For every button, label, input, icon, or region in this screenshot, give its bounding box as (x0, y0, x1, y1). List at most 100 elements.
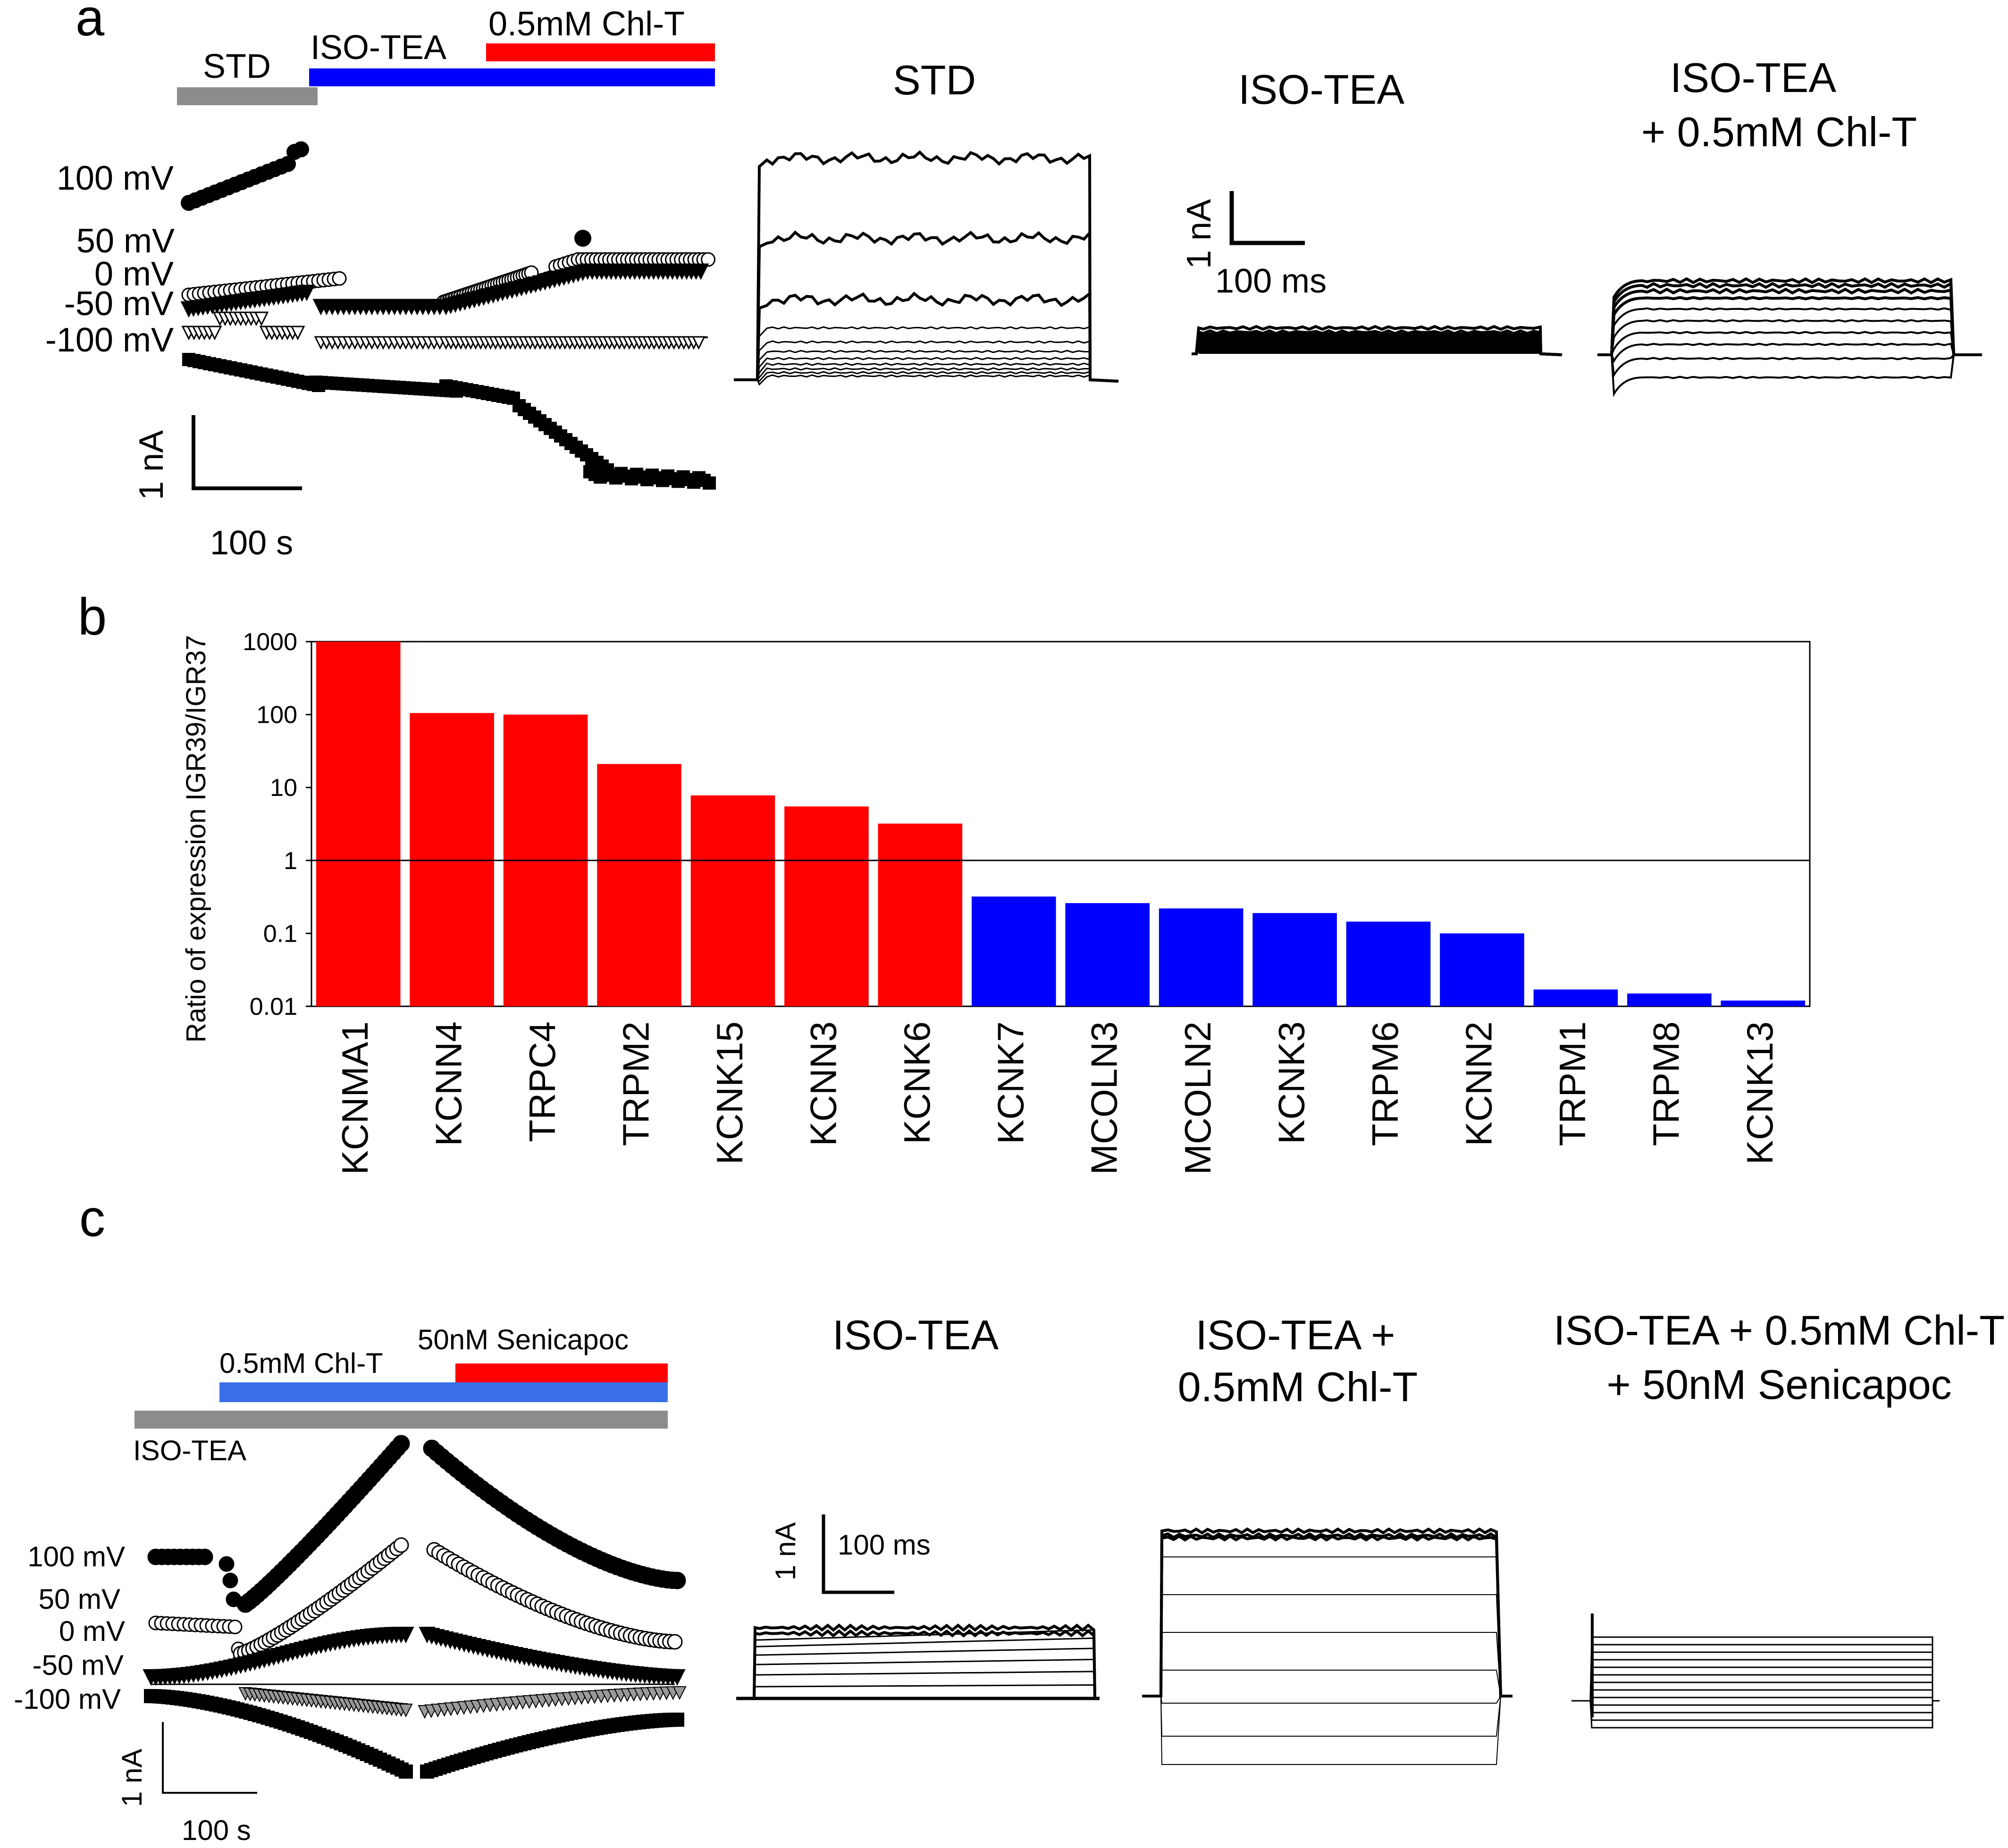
trace-iso-chl (1597, 296, 1982, 356)
marker-a-m50mv (692, 336, 706, 350)
marker-c-100mv (222, 1572, 238, 1589)
ytick-label: 10 (270, 774, 297, 802)
panel-label-c: c (79, 1189, 105, 1247)
trace-c-iso-chl-sen (1571, 1666, 1940, 1702)
marker-c-100mv (668, 1572, 686, 1589)
title-c-iso-chl-2: 0.5mM Chl-T (1178, 1363, 1418, 1410)
scale-c-trace-current: 1 nA (770, 1522, 801, 1580)
trace-c-iso-chl (1142, 1696, 1512, 1704)
panel-c-trace-lines (736, 1527, 1940, 1765)
xtick-label-kcnn2: KCNN2 (1458, 1021, 1499, 1146)
marker-a-current (703, 476, 716, 490)
trace-iso-chl (1597, 343, 1982, 363)
xtick-label-kcnn4: KCNN4 (428, 1021, 470, 1146)
ytick-label: 0.01 (250, 993, 297, 1020)
marker-c-m100mv (399, 1704, 413, 1718)
trace-c-iso-tea (736, 1671, 1100, 1699)
bar-c-iso-tea (134, 1411, 668, 1429)
xtick-label-kcnk7: KCNK7 (990, 1021, 1031, 1144)
title-a-std: STD (893, 57, 976, 103)
marker-c-50mv (667, 1634, 683, 1650)
trace-iso-chl (1597, 307, 1982, 356)
trace-c-iso-chl-sen (1571, 1700, 1940, 1721)
bar-kcnma1 (316, 642, 401, 1006)
title-c-iso-chl-sen-1: ISO-TEA + 0.5mM Chl-T (1554, 1307, 2005, 1354)
trace-std (734, 362, 1119, 382)
bar-kcnk13 (1721, 1000, 1806, 1006)
volt-label-a-m50: -50 mV (64, 285, 174, 323)
bar-kcnn3 (784, 806, 869, 1006)
ytick-label: 100 (256, 702, 297, 729)
trace-iso-chl (1597, 287, 1982, 356)
scale-a-trace-time: 100 ms (1215, 262, 1327, 300)
label-a-chl-t: 0.5mM Chl-T (488, 5, 685, 43)
panel-a-trace-lines (734, 150, 1982, 397)
trace-iso-chl (1597, 354, 1982, 378)
trace-std (734, 371, 1119, 383)
marker-c-m100mv (672, 1686, 687, 1700)
marker-c-100mv (218, 1556, 235, 1572)
scalebar-c-traces (822, 1514, 894, 1594)
bar-kcnk6 (878, 823, 963, 1006)
xtick-label-trpm8: TRPM8 (1645, 1021, 1687, 1146)
trace-c-iso-tea (736, 1623, 1100, 1700)
trace-c-iso-tea (736, 1637, 1100, 1699)
trace-c-iso-tea (736, 1684, 1100, 1699)
trace-std (734, 374, 1119, 386)
bar-c-chl-t (219, 1382, 668, 1402)
scalebar-a (192, 415, 302, 490)
bar-a-chl-t (486, 43, 715, 61)
trace-c-iso-chl (1142, 1696, 1512, 1737)
trace-c-iso-chl (1142, 1534, 1512, 1697)
marker-a-m50mv (298, 284, 315, 301)
bar-a-std (177, 87, 318, 105)
marker-c-m50mv (397, 1627, 414, 1644)
trace-c-iso-tea (736, 1629, 1100, 1700)
chart-b-xlabels: KCNMA1 KCNN4 TRPC4 TRPM2 KCNK15 KCNN3 KCNK6 KCN… (334, 1021, 1781, 1175)
trace-c-iso-chl (1142, 1696, 1512, 1765)
title-c-iso-chl-1: ISO-TEA + (1195, 1312, 1395, 1358)
chart-b-yticks: 1000 100 10 1 0.1 0.01 (243, 628, 311, 1020)
xtick-label-kcnn3: KCNN3 (802, 1021, 844, 1146)
trace-iso-chl (1597, 281, 1982, 356)
volt-label-a-0: 0 mV (94, 255, 174, 293)
label-c-chl-t: 0.5mM Chl-T (219, 1347, 383, 1379)
volt-label-c-0: 0 mV (59, 1615, 125, 1647)
trace-std (734, 326, 1119, 382)
title-a-iso-chl-2: + 0.5mM Chl-T (1641, 109, 1917, 155)
title-c-iso-chl-sen-2: + 50nM Senicapoc (1606, 1361, 1951, 1408)
trace-c-iso-chl (1142, 1556, 1512, 1697)
bar-a-iso-tea (309, 68, 715, 86)
trace-c-iso-chl (1142, 1527, 1512, 1697)
trace-c-iso-chl-sen (1571, 1697, 1940, 1702)
trace-std (734, 229, 1119, 383)
title-a-iso-tea: ISO-TEA (1238, 66, 1404, 113)
scale-a-time: 100 s (210, 524, 293, 562)
marker-c-50mv (393, 1537, 409, 1553)
trace-c-iso-chl (1142, 1594, 1512, 1697)
marker-a-50mv (701, 252, 715, 267)
chart-b-frame (311, 641, 1811, 1007)
label-c-senicapoc: 50nM Senicapoc (418, 1324, 629, 1355)
marker-a-100mv (574, 230, 591, 247)
volt-label-c-50: 50 mV (39, 1583, 120, 1615)
bar-kcnn2 (1440, 933, 1524, 1006)
trace-c-iso-chl (1142, 1632, 1512, 1697)
label-a-iso-tea: ISO-TEA (311, 29, 446, 67)
title-c-iso-tea: ISO-TEA (832, 1312, 999, 1358)
trace-c-iso-chl-sen (1571, 1644, 1940, 1702)
volt-label-a-50: 50 mV (76, 222, 175, 260)
xtick-label-kcnma1: KCNMA1 (334, 1021, 376, 1175)
panel-a-series (180, 141, 716, 490)
trace-iso-tea (1192, 325, 1563, 356)
bar-trpm2 (597, 764, 681, 1006)
trace-std (734, 367, 1119, 382)
label-c-iso-tea: ISO-TEA (133, 1435, 246, 1466)
chart-b-ylabel: Ratio of expression IGR39/IGR37 (181, 635, 211, 1043)
trace-c-iso-chl-sen (1571, 1700, 1940, 1729)
volt-label-a-100: 100 mV (57, 159, 174, 197)
panel-label-a: a (76, 0, 105, 47)
marker-a-m50mv (207, 326, 222, 341)
xtick-label-trpm6: TRPM6 (1364, 1021, 1406, 1146)
